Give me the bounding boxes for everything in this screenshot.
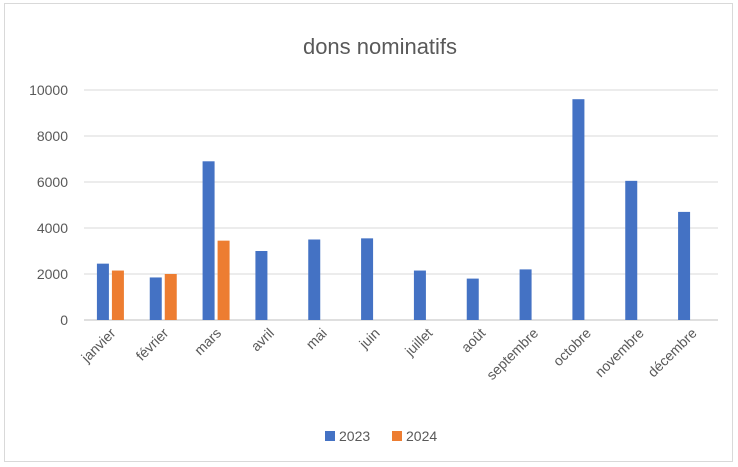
x-tick-label: mai <box>303 325 330 352</box>
bar-2024-février <box>164 274 177 320</box>
x-tick-label: avril <box>248 325 277 354</box>
y-tick-label: 10000 <box>29 82 68 98</box>
y-tick-label: 0 <box>60 312 68 328</box>
bar-2023-octobre <box>572 99 585 320</box>
bar-2023-novembre <box>625 180 638 320</box>
legend-label: 2024 <box>406 428 437 444</box>
y-tick-label: 2000 <box>37 266 68 282</box>
chart-title: dons nominatifs <box>303 34 457 59</box>
x-tick-label: juin <box>355 325 382 352</box>
bar-2023-février <box>149 277 162 320</box>
bar-2023-août <box>466 278 479 320</box>
bar-2023-avril <box>255 251 268 320</box>
x-tick-label: décembre <box>644 325 699 380</box>
legend-label: 2023 <box>339 428 370 444</box>
x-tick-label: novembre <box>592 325 647 380</box>
bar-2024-mars <box>217 240 230 320</box>
legend-swatch <box>392 431 402 441</box>
x-tick-label: juillet <box>401 325 436 360</box>
bar-2023-juillet <box>413 270 426 320</box>
bar-2023-septembre <box>519 269 532 320</box>
x-tick-label: mars <box>191 325 224 358</box>
x-tick-label: octobre <box>550 325 594 369</box>
bars <box>96 99 691 320</box>
x-tick-label: janvier <box>77 325 118 366</box>
chart-frame <box>4 3 733 462</box>
bar-2023-janvier <box>96 263 109 320</box>
bar-2023-décembre <box>678 211 691 320</box>
bar-2023-juin <box>361 238 374 320</box>
y-tick-label: 8000 <box>37 128 68 144</box>
legend: 2023 2024 <box>325 428 437 444</box>
bar-2023-mai <box>308 239 321 320</box>
y-tick-label: 6000 <box>37 174 68 190</box>
bar-2024-janvier <box>111 270 124 320</box>
x-tick-label: août <box>458 325 489 356</box>
x-tick-label: septembre <box>483 325 541 383</box>
bar-2023-mars <box>202 161 215 320</box>
legend-swatch <box>325 431 335 441</box>
y-tick-label: 4000 <box>37 220 68 236</box>
x-axis-labels: janvier février mars avril mai juin juillet aoû… <box>77 325 699 383</box>
gridlines <box>84 89 718 321</box>
y-axis-labels: 0 2000 4000 6000 8000 10000 <box>29 82 68 328</box>
x-tick-label: février <box>133 325 172 364</box>
